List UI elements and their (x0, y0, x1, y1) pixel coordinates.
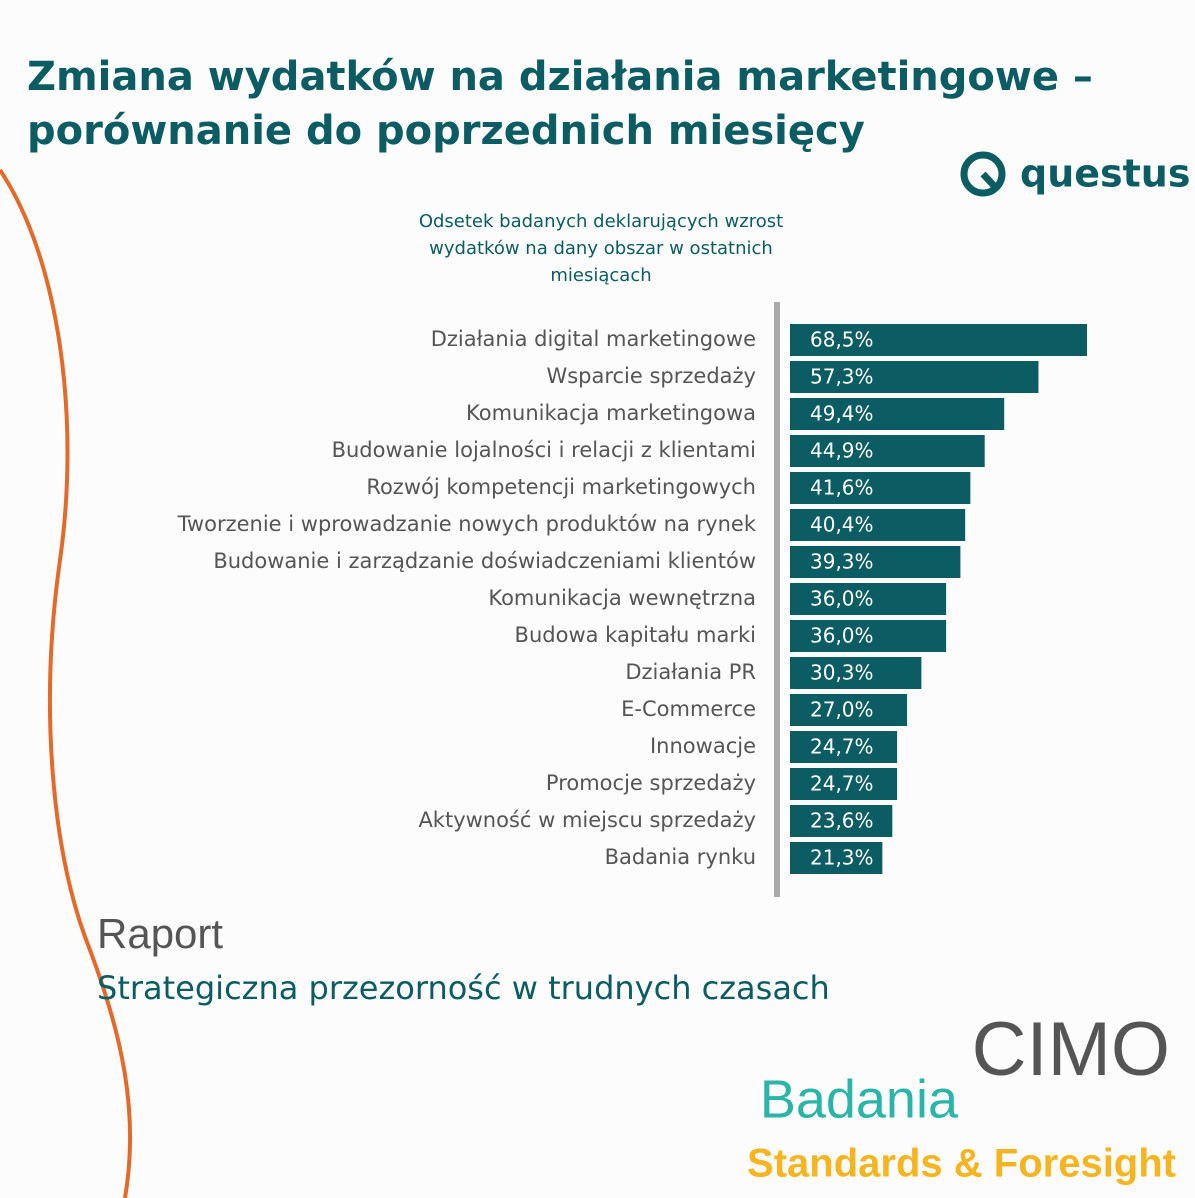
category-label: Budowa kapitału marki (515, 623, 756, 647)
category-label: Promocje sprzedaży (546, 771, 756, 795)
bar (790, 509, 966, 541)
chart-subtitle: Odsetek badanych deklarujących wzrost wy… (418, 211, 784, 286)
value-label: 40,4% (810, 513, 874, 537)
value-label: 49,4% (810, 402, 874, 426)
bar (790, 694, 908, 726)
value-label: 36,0% (810, 624, 874, 648)
bar (790, 731, 898, 763)
brand-cimo: CIMO (972, 1007, 1170, 1092)
bar (790, 583, 947, 615)
value-label: 21,3% (810, 846, 874, 870)
logo-text: questus (1020, 152, 1190, 196)
bar (790, 657, 922, 689)
category-label: Komunikacja wewnętrzna (488, 586, 756, 610)
bar (790, 398, 1005, 430)
value-label: 30,3% (810, 661, 874, 685)
category-label: Wsparcie sprzedaży (546, 364, 756, 388)
bar (790, 324, 1088, 356)
value-label: 57,3% (810, 365, 874, 389)
category-label: Aktywność w miejscu sprzedaży (418, 808, 756, 832)
bar (790, 805, 893, 837)
category-label: Rozwój kompetencji marketingowych (366, 475, 756, 499)
value-label: 36,0% (810, 587, 874, 611)
category-label: Działania digital marketingowe (431, 327, 756, 351)
report-title: Strategiczna przezorność w trudnych czas… (97, 969, 830, 1007)
logo-icon-tail (980, 171, 1001, 193)
orange-curve (0, 168, 133, 1198)
value-label: 44,9% (810, 439, 874, 463)
bar (790, 768, 898, 800)
brand-tagline: Standards & Foresight (747, 1142, 1176, 1186)
category-label: Działania PR (625, 660, 756, 684)
logo-icon (960, 151, 1006, 197)
value-label: 41,6% (810, 476, 874, 500)
category-label: Innowacje (650, 734, 756, 758)
bar (790, 435, 985, 467)
value-label: 24,7% (810, 772, 874, 796)
value-label: 27,0% (810, 698, 874, 722)
category-label: E-Commerce (621, 697, 756, 721)
report-label: Raport (97, 910, 223, 957)
category-label: Badania rynku (605, 845, 756, 869)
category-label: Budowanie lojalności i relacji z klienta… (332, 438, 756, 462)
value-label: 23,6% (810, 809, 874, 833)
chart-title: Zmiana wydatków na działania marketingow… (27, 54, 1093, 154)
brand-badania: Badania (760, 1069, 959, 1129)
bar (790, 620, 947, 652)
bar (790, 842, 883, 874)
bar (790, 361, 1039, 393)
value-label: 24,7% (810, 735, 874, 759)
category-label: Komunikacja marketingowa (466, 401, 756, 425)
category-label: Tworzenie i wprowadzanie nowych produktó… (177, 512, 757, 536)
bar (790, 472, 971, 504)
category-label: Budowanie i zarządzanie doświadczeniami … (213, 549, 756, 573)
value-label: 68,5% (810, 328, 874, 352)
value-label: 39,3% (810, 550, 874, 574)
bar (790, 546, 961, 578)
